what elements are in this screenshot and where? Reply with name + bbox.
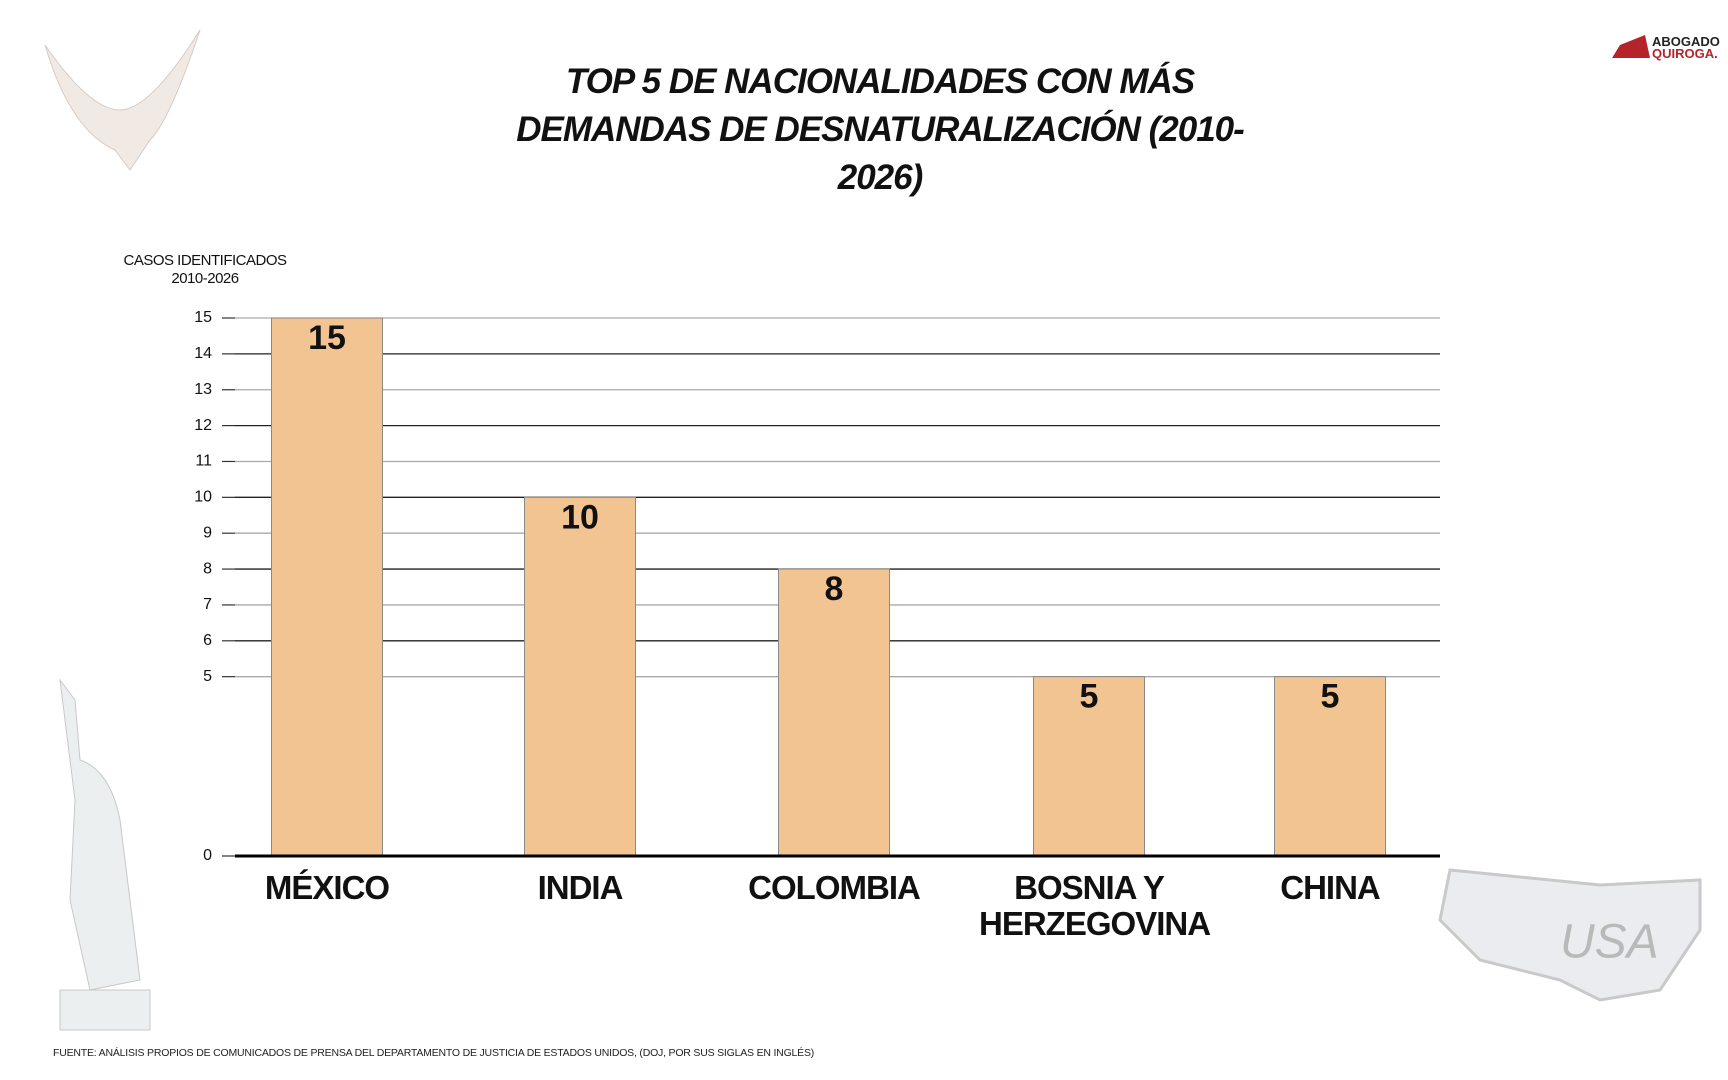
bar	[271, 317, 383, 857]
x-tick-label: INDIA	[537, 869, 624, 906]
x-tick-label: BOSNIA Y HERZEGOVINA	[979, 869, 1211, 942]
usa-map-illustration: USA	[1438, 868, 1702, 1002]
y-tick-label: 13	[194, 381, 212, 398]
logo-text: QUIROGA.	[1652, 46, 1718, 61]
y-axis-label: CASOS IDENTIFICADOS 2010-2026	[123, 252, 287, 287]
y-tick-label: 12	[194, 417, 212, 434]
logo-mark	[1612, 35, 1650, 58]
eagle-illustration	[44, 29, 201, 171]
chart-title: TOP 5 DE NACIONALIDADES CON MÁS DEMANDAS…	[516, 62, 1245, 197]
y-tick-label: 0	[203, 847, 212, 864]
x-tick-label: MÉXICO	[264, 869, 390, 906]
y-tick-label: 5	[203, 668, 212, 685]
value-label: 10	[561, 498, 599, 536]
value-label: 5	[1321, 678, 1340, 716]
y-tick-label: 8	[203, 560, 212, 577]
y-tick-label: 14	[194, 345, 212, 362]
bar	[1274, 676, 1386, 857]
x-tick-label: CHINA	[1280, 869, 1381, 906]
y-tick-label: 9	[203, 524, 212, 541]
y-tick-label: 7	[203, 596, 212, 613]
value-label: 5	[1080, 678, 1099, 716]
logo-text: ABOGADO	[1652, 34, 1720, 49]
statue-illustration	[59, 678, 151, 1031]
x-tick-label: COLOMBIA	[748, 869, 921, 906]
y-tick-label: 15	[194, 309, 212, 326]
source-note: FUENTE: ANÁLISIS PROPIOS DE COMUNICADOS …	[53, 1047, 815, 1059]
bar	[778, 568, 890, 857]
value-label: 15	[308, 319, 346, 357]
y-tick-label: 11	[195, 453, 212, 470]
y-tick-label: 10	[194, 489, 212, 506]
bar	[1033, 676, 1145, 857]
y-tick-label: 6	[203, 632, 212, 649]
value-label: 8	[825, 570, 844, 608]
map-label: USA	[1560, 916, 1659, 969]
bar	[524, 496, 636, 857]
